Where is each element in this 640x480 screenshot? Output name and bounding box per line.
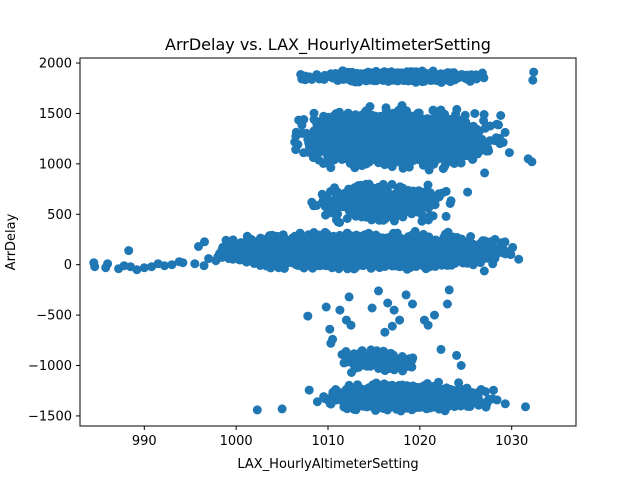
data-point bbox=[363, 123, 373, 133]
data-point bbox=[431, 72, 441, 82]
data-point bbox=[445, 115, 455, 125]
points-layer bbox=[89, 66, 539, 416]
data-point bbox=[479, 73, 489, 83]
data-point bbox=[326, 163, 336, 173]
data-point bbox=[339, 73, 348, 82]
data-point bbox=[326, 187, 335, 196]
data-point bbox=[456, 131, 465, 141]
data-point bbox=[347, 158, 357, 168]
data-point bbox=[389, 193, 399, 203]
data-point bbox=[397, 147, 407, 157]
data-point bbox=[409, 140, 419, 150]
data-point bbox=[323, 199, 333, 208]
data-point bbox=[351, 185, 361, 195]
data-point bbox=[378, 151, 388, 161]
data-point bbox=[423, 180, 433, 190]
data-point bbox=[390, 69, 399, 79]
data-point bbox=[495, 139, 505, 149]
data-point bbox=[317, 189, 327, 199]
data-point bbox=[401, 203, 411, 212]
data-point bbox=[309, 149, 319, 159]
data-point bbox=[460, 73, 470, 83]
data-point bbox=[319, 74, 329, 84]
data-point bbox=[378, 204, 388, 214]
data-point bbox=[363, 132, 373, 142]
data-point bbox=[331, 200, 341, 210]
data-point bbox=[333, 141, 343, 151]
data-point bbox=[482, 146, 491, 156]
data-point bbox=[434, 132, 444, 141]
data-point bbox=[356, 114, 366, 124]
data-point bbox=[297, 120, 307, 130]
data-point bbox=[334, 150, 344, 160]
data-point bbox=[309, 108, 319, 118]
data-point bbox=[402, 109, 412, 118]
data-point bbox=[416, 70, 426, 80]
data-point bbox=[358, 192, 368, 202]
data-point bbox=[458, 145, 468, 155]
data-point bbox=[417, 210, 427, 220]
data-point bbox=[425, 188, 435, 198]
data-point bbox=[341, 130, 351, 140]
data-point bbox=[434, 192, 444, 202]
data-point bbox=[370, 149, 380, 159]
data-point bbox=[375, 72, 385, 82]
data-point bbox=[413, 190, 423, 200]
data-point bbox=[394, 157, 404, 167]
data-point bbox=[374, 182, 384, 192]
data-point bbox=[291, 131, 301, 141]
data-point bbox=[439, 72, 449, 82]
data-point bbox=[446, 196, 456, 206]
data-point bbox=[342, 214, 352, 223]
data-point bbox=[422, 145, 432, 155]
data-point bbox=[291, 145, 301, 155]
data-point bbox=[482, 121, 492, 131]
data-point bbox=[318, 140, 328, 150]
data-point bbox=[307, 131, 317, 141]
data-point bbox=[452, 123, 461, 133]
data-point bbox=[381, 105, 391, 115]
data-point bbox=[380, 195, 390, 205]
data-point bbox=[403, 76, 413, 86]
data-point bbox=[442, 126, 451, 136]
data-point bbox=[437, 112, 447, 122]
data-point bbox=[358, 72, 368, 82]
data-point bbox=[374, 122, 384, 132]
data-point bbox=[444, 146, 454, 156]
data-point bbox=[431, 155, 441, 165]
data-point bbox=[335, 218, 345, 227]
data-point bbox=[460, 110, 470, 120]
data-point bbox=[413, 132, 423, 142]
data-point bbox=[379, 212, 389, 222]
data-point bbox=[480, 168, 490, 178]
data-point bbox=[387, 179, 397, 189]
data-point bbox=[375, 111, 385, 121]
data-point bbox=[441, 211, 451, 221]
data-point bbox=[423, 135, 433, 145]
data-point bbox=[402, 130, 412, 140]
data-point bbox=[425, 72, 434, 81]
data-point bbox=[449, 70, 459, 80]
data-point bbox=[371, 142, 381, 152]
data-point bbox=[428, 105, 438, 115]
data-point bbox=[419, 118, 429, 128]
data-point bbox=[342, 193, 351, 203]
data-point bbox=[392, 118, 402, 128]
data-point bbox=[300, 75, 310, 85]
data-point bbox=[351, 121, 361, 131]
data-point bbox=[386, 125, 396, 135]
data-point bbox=[322, 116, 332, 126]
data-point bbox=[494, 120, 503, 130]
data-point bbox=[357, 161, 367, 171]
data-point bbox=[470, 109, 480, 118]
data-point bbox=[426, 211, 436, 221]
data-point bbox=[500, 127, 510, 137]
data-point bbox=[307, 197, 317, 207]
data-point bbox=[350, 149, 360, 159]
data-point bbox=[323, 152, 333, 162]
chart-title: ArrDelay vs. LAX_HourlyAltimeterSetting bbox=[165, 35, 491, 55]
data-point bbox=[504, 148, 514, 158]
